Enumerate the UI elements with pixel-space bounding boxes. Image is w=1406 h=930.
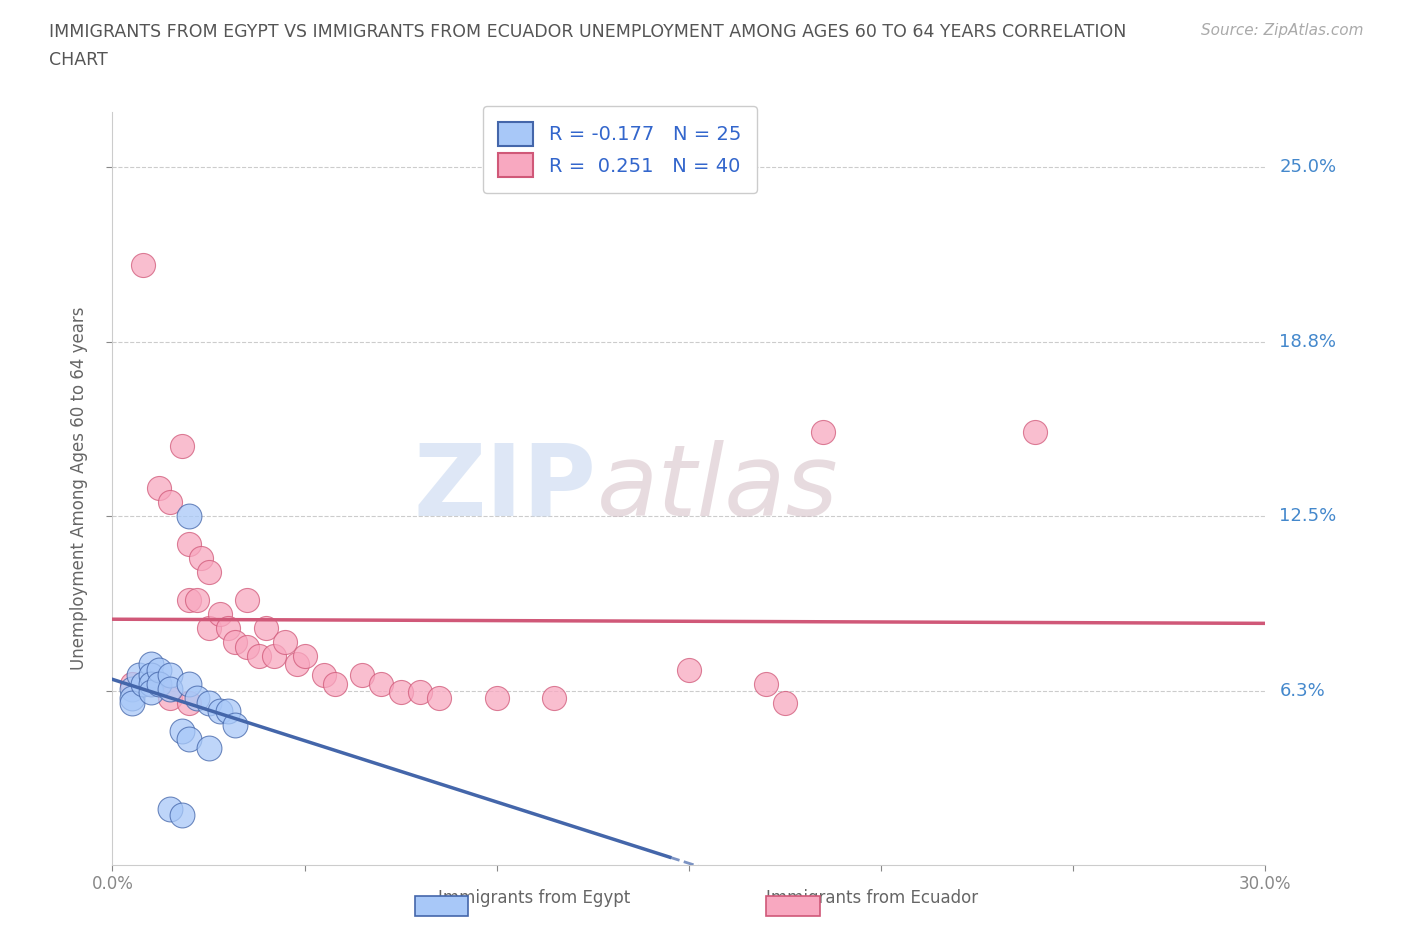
Point [148, 676, 170, 691]
Point [254, 620, 277, 635]
Point [139, 676, 162, 691]
Point [678, 662, 700, 677]
Point [139, 684, 162, 699]
Text: 12.5%: 12.5% [1279, 507, 1337, 525]
Point [132, 258, 155, 272]
Point [274, 634, 297, 649]
Point [179, 676, 201, 691]
Text: 18.8%: 18.8% [1279, 333, 1336, 351]
Point [186, 690, 208, 705]
Point [159, 690, 181, 705]
Point [170, 439, 193, 454]
Point [179, 696, 201, 711]
Point [170, 724, 193, 738]
Point [148, 662, 170, 677]
Point [121, 676, 143, 691]
Point [148, 676, 170, 691]
Text: 6.3%: 6.3% [1279, 682, 1324, 699]
Text: atlas: atlas [596, 440, 838, 537]
Point [236, 592, 259, 607]
Point [543, 690, 565, 705]
Point [159, 802, 181, 817]
Point [197, 565, 219, 579]
Point [485, 690, 508, 705]
Point [217, 704, 239, 719]
Point [312, 668, 335, 683]
Point [263, 648, 285, 663]
Point [1024, 425, 1046, 440]
Point [128, 668, 150, 683]
Point [813, 425, 835, 440]
Point [179, 509, 201, 524]
Point [159, 668, 181, 683]
Point [236, 640, 259, 655]
Point [179, 537, 201, 551]
Point [389, 684, 412, 699]
Point [352, 668, 374, 683]
Point [755, 676, 778, 691]
Point [190, 551, 212, 565]
Point [139, 668, 162, 683]
Point [179, 732, 201, 747]
Point [224, 718, 246, 733]
Point [121, 682, 143, 697]
Point [197, 740, 219, 755]
Point [409, 684, 432, 699]
Point [325, 676, 347, 691]
Point [209, 606, 232, 621]
Point [139, 657, 162, 671]
Point [224, 634, 246, 649]
Point [209, 704, 232, 719]
Text: Immigrants from Ecuador: Immigrants from Ecuador [766, 889, 977, 907]
Point [197, 696, 219, 711]
Point [294, 648, 316, 663]
Point [139, 676, 162, 691]
Point [159, 495, 181, 510]
Point [217, 620, 239, 635]
Point [148, 481, 170, 496]
Point [247, 648, 270, 663]
Point [773, 696, 796, 711]
Text: 25.0%: 25.0% [1279, 158, 1337, 177]
Point [186, 592, 208, 607]
Text: IMMIGRANTS FROM EGYPT VS IMMIGRANTS FROM ECUADOR UNEMPLOYMENT AMONG AGES 60 TO 6: IMMIGRANTS FROM EGYPT VS IMMIGRANTS FROM… [49, 23, 1126, 41]
Point [121, 690, 143, 705]
Text: Immigrants from Egypt: Immigrants from Egypt [439, 889, 630, 907]
Legend: R = -0.177   N = 25, R =  0.251   N = 40: R = -0.177 N = 25, R = 0.251 N = 40 [482, 106, 756, 193]
Text: ZIP: ZIP [413, 440, 596, 537]
Point [197, 620, 219, 635]
Point [159, 682, 181, 697]
Y-axis label: Unemployment Among Ages 60 to 64 years: Unemployment Among Ages 60 to 64 years [70, 307, 89, 670]
Point [370, 676, 392, 691]
Point [132, 676, 155, 691]
Text: Source: ZipAtlas.com: Source: ZipAtlas.com [1201, 23, 1364, 38]
Point [179, 592, 201, 607]
Point [285, 657, 308, 671]
Point [170, 807, 193, 822]
Point [121, 696, 143, 711]
Point [427, 690, 450, 705]
Text: CHART: CHART [49, 51, 108, 69]
